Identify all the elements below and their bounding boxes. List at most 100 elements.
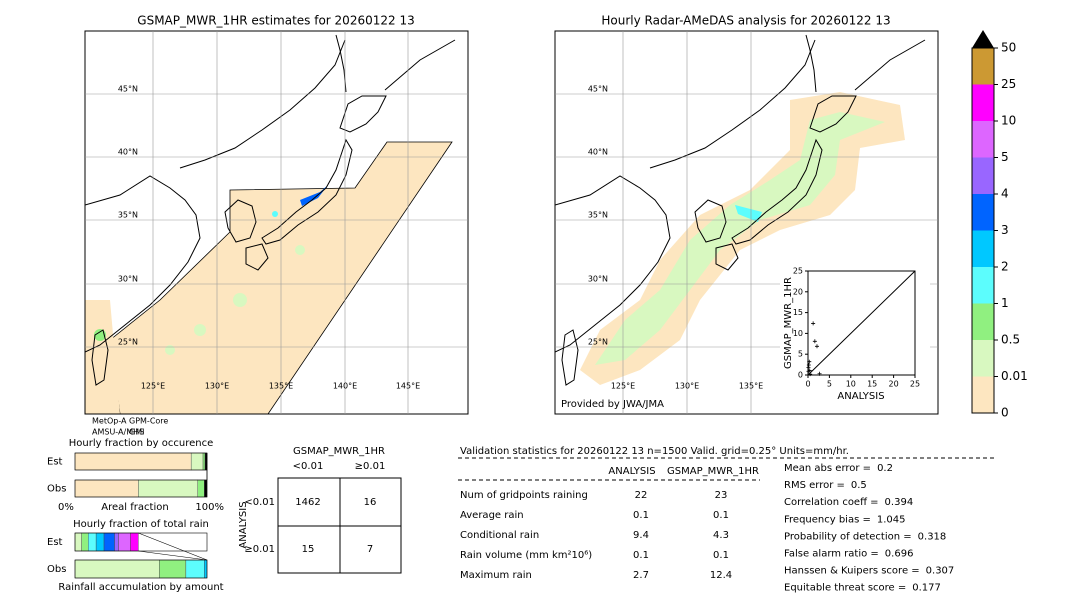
satellite-label: GMI bbox=[129, 428, 144, 437]
row-header: <0.01 bbox=[244, 497, 275, 508]
lon-label: 130°E bbox=[675, 382, 699, 391]
panel-title: Hourly fraction by occurence bbox=[69, 438, 213, 449]
lon-label: 140°E bbox=[333, 382, 357, 391]
fraction-segment bbox=[202, 452, 206, 471]
fraction-segment bbox=[118, 532, 131, 552]
contingency-title: GSMAP_MWR_1HR bbox=[293, 446, 385, 457]
colorbar-label: 25 bbox=[1001, 77, 1016, 91]
lon-label: 130°E bbox=[205, 382, 229, 391]
cell: 2.7 bbox=[633, 570, 649, 581]
y-tick-label: 0 bbox=[798, 371, 803, 380]
cell: 1462 bbox=[295, 497, 320, 508]
fraction-segment bbox=[190, 452, 204, 471]
lat-label: 35°N bbox=[118, 211, 138, 220]
left-map-frame bbox=[84, 30, 469, 415]
lon-label: 125°E bbox=[611, 382, 635, 391]
lon-label: 135°E bbox=[269, 382, 293, 391]
cell: 23 bbox=[715, 490, 728, 501]
colorbar-segment bbox=[972, 376, 994, 413]
score-value: 0.318 bbox=[918, 531, 947, 542]
colorbar-label: 5 bbox=[1001, 150, 1009, 164]
y-tick-label: 20 bbox=[793, 287, 803, 296]
fraction-segment bbox=[74, 479, 139, 498]
cell: 0.1 bbox=[713, 550, 729, 561]
score-value: 0.5 bbox=[851, 480, 867, 491]
colorbar-label: 3 bbox=[1001, 223, 1009, 237]
row-label: Average rain bbox=[460, 510, 524, 521]
fraction-segment bbox=[114, 532, 119, 552]
y-tick-label: 5 bbox=[798, 350, 803, 359]
lon-label: 125°E bbox=[141, 382, 165, 391]
cell: 0.1 bbox=[633, 510, 649, 521]
score-value: 0.177 bbox=[912, 583, 941, 594]
colorbar-segment bbox=[972, 157, 994, 194]
colorbar-label: 50 bbox=[1001, 41, 1016, 55]
y-tick-label: 15 bbox=[793, 308, 803, 317]
x-tick-label: 10 bbox=[846, 380, 856, 389]
bar-frame bbox=[74, 559, 208, 579]
scatter-point bbox=[806, 369, 811, 374]
colorbar-segment bbox=[972, 48, 994, 85]
cell: 0.1 bbox=[633, 550, 649, 561]
x-tick-label: 15 bbox=[867, 380, 877, 389]
scatter-point bbox=[806, 365, 811, 370]
score-label: Mean abs error = bbox=[784, 463, 871, 474]
axis-label: Areal fraction bbox=[101, 502, 168, 513]
x-tick-label: 25 bbox=[910, 380, 920, 389]
fraction-segment bbox=[204, 559, 208, 579]
lat-label: 45°N bbox=[588, 85, 608, 94]
cell: 15 bbox=[302, 544, 315, 555]
fraction-segment bbox=[159, 559, 187, 579]
lat-label: 25°N bbox=[118, 338, 138, 347]
score: Frequency bias = 1.045 bbox=[784, 514, 906, 525]
score: Probability of detection = 0.318 bbox=[784, 531, 946, 542]
colorbar-label: 1 bbox=[1001, 296, 1009, 310]
score: Correlation coeff = 0.394 bbox=[784, 497, 913, 508]
contingency-row-axis: ANALYSIS bbox=[238, 501, 249, 548]
fraction-segment bbox=[130, 532, 139, 552]
scatter-point bbox=[811, 321, 816, 326]
colorbar-extension bbox=[972, 30, 994, 48]
lon-label: 145°E bbox=[396, 382, 420, 391]
fraction-segment bbox=[185, 559, 205, 579]
scatter-y-label: GSMAP_MWR_1HR bbox=[783, 277, 794, 369]
axis-label: Rainfall accumulation by amount bbox=[58, 582, 223, 593]
right-map-frame bbox=[554, 30, 939, 415]
right-map-title: Hourly Radar-AMeDAS analysis for 2026012… bbox=[601, 14, 890, 28]
lon-label: 135°E bbox=[739, 382, 763, 391]
left-map-area bbox=[85, 34, 456, 414]
connector bbox=[138, 532, 208, 561]
cell: 16 bbox=[364, 497, 377, 508]
lat-label: 30°N bbox=[118, 275, 138, 284]
fraction-segment bbox=[197, 479, 205, 498]
right-map-area bbox=[555, 34, 926, 386]
colorbar-segment bbox=[972, 230, 994, 267]
colorbar-segment bbox=[972, 303, 994, 340]
fraction-segment bbox=[74, 559, 160, 579]
row-label: Num of gridpoints raining bbox=[460, 490, 588, 501]
row-label: Est bbox=[47, 457, 63, 468]
score-value: 0.307 bbox=[926, 566, 955, 577]
lat-label: 45°N bbox=[118, 85, 138, 94]
fraction-segment bbox=[138, 479, 198, 498]
bar-frame bbox=[74, 532, 208, 552]
colorbar-label: 0.01 bbox=[1001, 369, 1028, 383]
cell: 9.4 bbox=[633, 530, 649, 541]
colorbar-label: 0 bbox=[1001, 406, 1009, 420]
colorbar-segment bbox=[972, 267, 994, 304]
score-label: RMS error = bbox=[784, 480, 845, 491]
colorbar-segment bbox=[972, 340, 994, 377]
colorbar-segment bbox=[972, 194, 994, 231]
diagonal bbox=[807, 270, 916, 376]
column-header: ≥0.01 bbox=[355, 461, 386, 472]
score-value: 0.2 bbox=[877, 463, 893, 474]
score: Mean abs error = 0.2 bbox=[784, 463, 893, 474]
y-tick-label: 25 bbox=[793, 267, 803, 276]
row-label: Obs bbox=[47, 484, 66, 495]
stats-title: Validation statistics for 20260122 13 n=… bbox=[460, 446, 849, 457]
connector bbox=[138, 550, 208, 561]
scatter-point bbox=[814, 344, 819, 349]
colorbar-label: 4 bbox=[1001, 187, 1009, 201]
colorbar-label: 10 bbox=[1001, 114, 1016, 128]
axis-right: 100% bbox=[195, 502, 224, 513]
